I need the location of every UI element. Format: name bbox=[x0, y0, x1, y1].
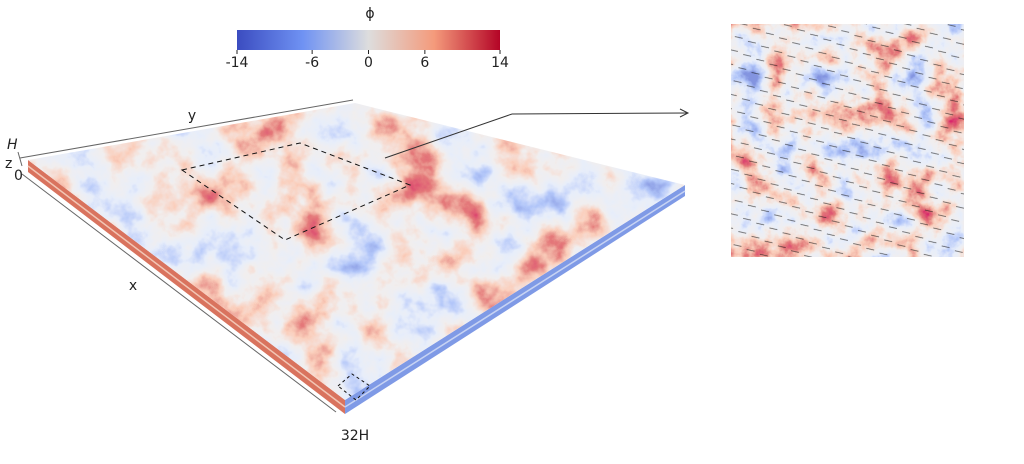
axis-label: z bbox=[5, 156, 12, 172]
arrowhead bbox=[679, 108, 690, 118]
colorbar-tick-label: 14 bbox=[491, 55, 509, 71]
connector bbox=[384, 113, 513, 159]
colorbar-tick-label: -6 bbox=[305, 55, 319, 71]
colorbar-ticks: -14 -6 0 6 14 bbox=[226, 50, 509, 71]
slab-layer bbox=[27, 165, 346, 408]
x-axis-line bbox=[21, 173, 337, 413]
zoom-region bbox=[180, 142, 412, 241]
y-axis-line bbox=[19, 99, 354, 159]
colorbar-tick-label: 0 bbox=[364, 55, 373, 71]
corner-region bbox=[337, 373, 371, 401]
axis-tick-label: 0 bbox=[14, 168, 23, 184]
slab-layer bbox=[344, 190, 686, 408]
axis-label: y bbox=[188, 108, 196, 124]
connector bbox=[511, 112, 689, 115]
colorbar bbox=[237, 30, 500, 50]
axis-tick-label: H bbox=[7, 137, 18, 153]
colorbar-tick-label: -14 bbox=[226, 55, 249, 71]
colorbar-tick-label: 6 bbox=[420, 55, 429, 71]
inset bbox=[731, 24, 964, 257]
axis-label: x bbox=[129, 278, 137, 294]
colorbar-label: ϕ bbox=[365, 6, 374, 22]
z-axis-line bbox=[17, 151, 23, 167]
axis-tick-label: 32H bbox=[341, 428, 369, 444]
